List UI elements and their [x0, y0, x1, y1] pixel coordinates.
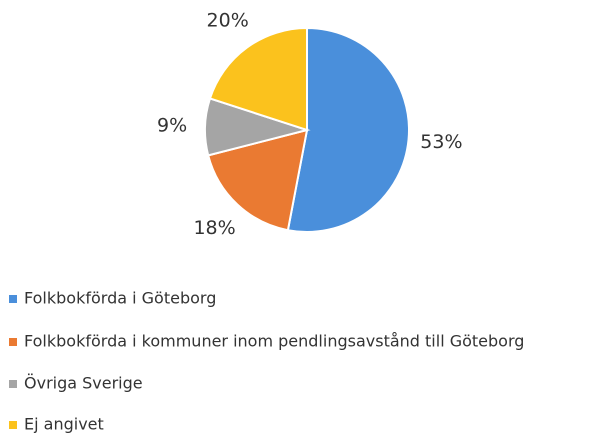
pie-slice [208, 26, 308, 132]
value-label: 9% [157, 114, 187, 136]
value-label: 53% [420, 131, 462, 153]
pie-slice [286, 26, 410, 233]
value-label: 20% [207, 9, 249, 31]
legend-swatch [9, 338, 17, 346]
legend-label: Folkbokförda i kommuner inom pendlingsav… [24, 332, 524, 351]
legend-swatch [9, 421, 17, 429]
legend-label: Ej angivet [24, 415, 104, 434]
pie-slice [206, 128, 309, 232]
legend-swatch [9, 295, 17, 303]
legend-label: Folkbokförda i Göteborg [24, 289, 216, 308]
legend-swatch [9, 380, 17, 388]
value-label: 18% [193, 217, 235, 239]
legend-label: Övriga Sverige [24, 374, 143, 393]
